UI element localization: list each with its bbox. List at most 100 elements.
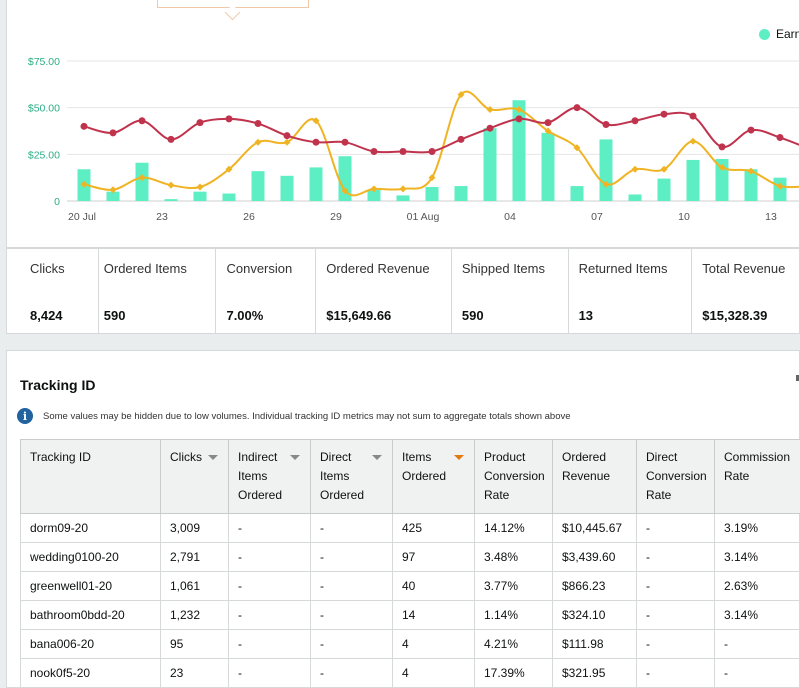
series-point-red [428,148,436,156]
table-cell: 1,232 [160,600,229,630]
tracking-table: Tracking ID Clicks Indirect Items Ordere… [20,439,800,688]
table-header-row: Tracking ID Clicks Indirect Items Ordere… [20,439,800,514]
bar [309,167,323,201]
series-point-orange [341,187,349,195]
column-header-indirect-items[interactable]: Indirect Items Ordered [228,439,311,514]
column-header-label: Items Ordered [402,450,447,483]
table-cell: - [228,542,311,572]
column-header-direct-conversion[interactable]: Direct Conversion Rate [636,439,715,514]
bar [599,139,613,201]
metric-returned-items: Returned Items 13 [569,249,693,333]
table-cell: 14 [392,600,475,630]
metric-value: 8,424 [30,308,63,323]
series-point-orange [718,163,726,171]
bar [512,100,526,201]
table-cell: - [310,513,393,543]
tracking-id-cell[interactable]: wedding0100-20 [20,542,161,572]
bar [744,169,758,201]
table-cell: - [228,658,311,688]
bar [454,186,468,201]
series-point-orange [660,165,668,173]
series-point-orange [602,180,610,188]
table-cell: 2.63% [714,571,800,601]
bar [628,194,642,201]
table-cell: $866.23 [552,571,637,601]
table-cell: 4 [392,658,475,688]
series-point-red [80,122,88,130]
table-cell: - [714,629,800,659]
series-point-red [341,138,349,146]
table-row[interactable]: dorm09-20 3,009- -425 14.12% $10,445.67-3.19… [20,513,800,543]
metric-label: Ordered Items [103,261,187,276]
metric-total-revenue: Total Revenue $15,328.39 [692,249,799,333]
column-header-ordered-revenue[interactable]: Ordered Revenue [552,439,637,514]
column-header-clicks[interactable]: Clicks [160,439,229,514]
tracking-id-cell[interactable]: nook0f5-20 [20,658,161,688]
column-header-product-conversion[interactable]: Product Conversion Rate [474,439,553,514]
table-cell: $10,445.67 [552,513,637,543]
bar [222,193,236,201]
metric-label: Total Revenue [702,261,786,276]
bar [425,187,439,201]
column-header-label: Direct Items Ordered [320,450,365,502]
table-cell: 3.48% [474,542,553,572]
sort-arrow-active-icon[interactable] [454,455,464,460]
series-point-red [631,117,639,125]
series-point-orange [80,180,88,188]
table-cell: 4.21% [474,629,553,659]
series-point-orange [486,106,494,114]
column-header-direct-items[interactable]: Direct Items Ordered [310,439,393,514]
table-cell: - [636,600,715,630]
series-point-red [196,119,204,127]
series-point-red [776,134,784,142]
series-point-red [109,129,117,137]
y-tick-label: $25.00 [28,149,60,161]
sort-arrow-icon[interactable] [208,455,218,460]
table-row[interactable]: wedding0100-20 2,791- -97 3.48% $3,439.60-3.… [20,542,800,572]
series-point-red [718,143,726,151]
table-cell: - [310,629,393,659]
sort-arrow-icon[interactable] [290,455,300,460]
y-tick-label: 0 [54,196,60,208]
y-tick-label: $50.00 [28,103,60,115]
series-point-red [689,112,697,120]
column-header-items-ordered[interactable]: Items Ordered [392,439,475,514]
bar [338,156,352,201]
metric-ordered-items: Ordered Items 590 [99,249,217,333]
series-point-orange [399,185,407,193]
series-point-orange [109,186,117,194]
table-row[interactable]: greenwell01-20 1,061- -40 3.77% $866.23-2.63… [20,571,800,601]
column-header-label: Clicks [170,450,202,464]
table-cell: 1.14% [474,600,553,630]
sort-arrow-icon[interactable] [372,455,382,460]
table-row[interactable]: nook0f5-20 23- -4 17.39% $321.95- - [20,658,800,688]
x-tick-label: 20 Jul [68,211,96,223]
series-point-orange [631,165,639,173]
table-cell: 1,061 [160,571,229,601]
column-header-label: Tracking ID [30,450,91,464]
series-point-red [312,138,320,146]
table-cell: 3,009 [160,513,229,543]
column-header-commission-rate[interactable]: Commission Rate [714,439,800,514]
table-row[interactable]: bana006-20 95- -4 4.21% $111.98- - [20,629,800,659]
table-cell: - [636,513,715,543]
metric-value: 590 [103,308,126,323]
table-row[interactable]: bathroom0bdd-20 1,232- -14 1.14% $324.10-3.1… [20,600,800,630]
tracking-id-cell[interactable]: bathroom0bdd-20 [20,600,161,630]
table-cell: - [310,600,393,630]
metric-label: Conversion [226,261,293,276]
series-point-orange [196,183,204,191]
column-header-tracking-id[interactable]: Tracking ID [20,439,161,514]
tracking-id-cell[interactable]: bana006-20 [20,629,161,659]
series-point-orange [283,138,291,146]
metric-label: Returned Items [578,261,668,276]
series-point-red [457,135,465,143]
table-cell: - [636,629,715,659]
series-point-orange [254,138,262,146]
collapse-toggle[interactable] [796,375,799,381]
tracking-id-cell[interactable]: greenwell01-20 [20,571,161,601]
chart-legend[interactable]: Earni [759,27,799,41]
tracking-id-cell[interactable]: dorm09-20 [20,513,161,543]
column-header-label: Commission Rate [724,450,791,483]
table-cell: 4 [392,629,475,659]
